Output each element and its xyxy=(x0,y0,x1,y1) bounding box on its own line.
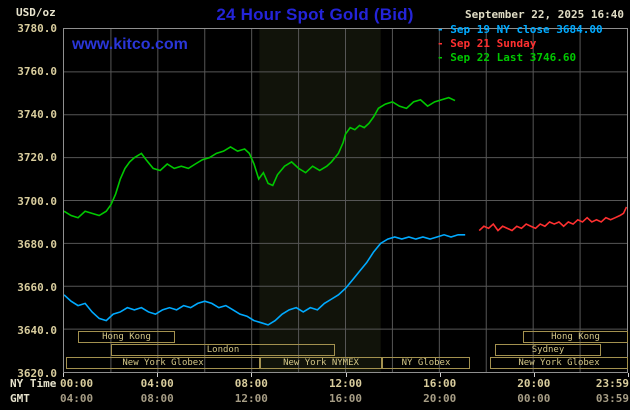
session-new-york-globex: New York Globex xyxy=(490,357,628,369)
page-title: 24 Hour Spot Gold (Bid) xyxy=(216,5,414,24)
y-tick-label: 3640.0 xyxy=(17,324,57,337)
x-axis-row-label: NY Time xyxy=(10,377,57,390)
axis-tick-mark xyxy=(628,373,629,377)
x-tick-label: 16:00 xyxy=(328,392,363,405)
units-label: USD/oz xyxy=(16,6,56,19)
series-sep21 xyxy=(478,206,627,232)
series-sep22 xyxy=(64,96,456,219)
axis-tick-mark xyxy=(534,373,535,377)
session-hong-kong: Hong Kong xyxy=(78,331,175,343)
x-tick-label: 00:00 xyxy=(60,377,94,390)
axis-tick-mark xyxy=(440,373,441,377)
series-sep19 xyxy=(64,233,466,326)
y-tick-label: 3700.0 xyxy=(17,195,57,208)
session-new-york-globex: New York Globex xyxy=(66,357,260,369)
x-tick-label: 23:59 xyxy=(595,377,629,390)
legend-item-2: - Sep 22 Last 3746.60 xyxy=(437,51,577,64)
axis-tick-mark xyxy=(63,373,64,377)
kitco-link[interactable]: www.kitco.com xyxy=(72,36,188,53)
x-tick-label: 12:00 xyxy=(234,392,268,405)
session-hong-kong: Hong Kong xyxy=(523,331,628,343)
chart-canvas xyxy=(64,29,627,372)
chart-datetime: September 22, 2025 16:40 xyxy=(465,8,624,21)
x-tick-label: 12:00 xyxy=(328,377,363,390)
plot-area: Hong Kong Hong Kong London Sydney New York G… xyxy=(63,28,628,373)
session-ny-globex: NY Globex xyxy=(382,357,470,369)
y-tick-label: 3620.0 xyxy=(17,367,57,380)
x-tick-label: 16:00 xyxy=(423,377,457,390)
x-tick-label: 04:00 xyxy=(60,392,94,405)
x-tick-label: 08:00 xyxy=(234,377,268,390)
market-sessions: Hong Kong Hong Kong London Sydney New York G… xyxy=(64,29,628,372)
y-tick-label: 3740.0 xyxy=(17,108,57,121)
y-tick-label: 3720.0 xyxy=(17,151,57,164)
x-tick-label: 04:00 xyxy=(140,377,174,390)
axis-tick-mark xyxy=(346,373,347,377)
session-london: London xyxy=(111,344,335,356)
axis-tick-mark xyxy=(157,373,158,377)
y-tick-label: 3760.0 xyxy=(17,65,57,78)
x-tick-label: 20:00 xyxy=(423,392,457,405)
session-sydney: Sydney xyxy=(495,344,601,356)
legend-item-0: - Sep 19 NY close 3684.00 xyxy=(437,23,603,36)
x-tick-label: 08:00 xyxy=(140,392,174,405)
x-tick-label: 03:59 xyxy=(595,392,629,405)
axis-tick-mark xyxy=(251,373,252,377)
chart-legend: - Sep 19 NY close 3684.00- Sep 21 Sunday… xyxy=(437,23,603,65)
x-tick-label: 20:00 xyxy=(517,377,551,390)
x-axis-row-label: GMT xyxy=(10,392,30,405)
x-tick-label: 00:00 xyxy=(517,392,551,405)
legend-item-1: - Sep 21 Sunday xyxy=(437,37,537,50)
y-tick-label: 3660.0 xyxy=(17,281,57,294)
session-new-york-nymex: New York NYMEX xyxy=(260,357,382,369)
y-tick-label: 3680.0 xyxy=(17,238,57,251)
